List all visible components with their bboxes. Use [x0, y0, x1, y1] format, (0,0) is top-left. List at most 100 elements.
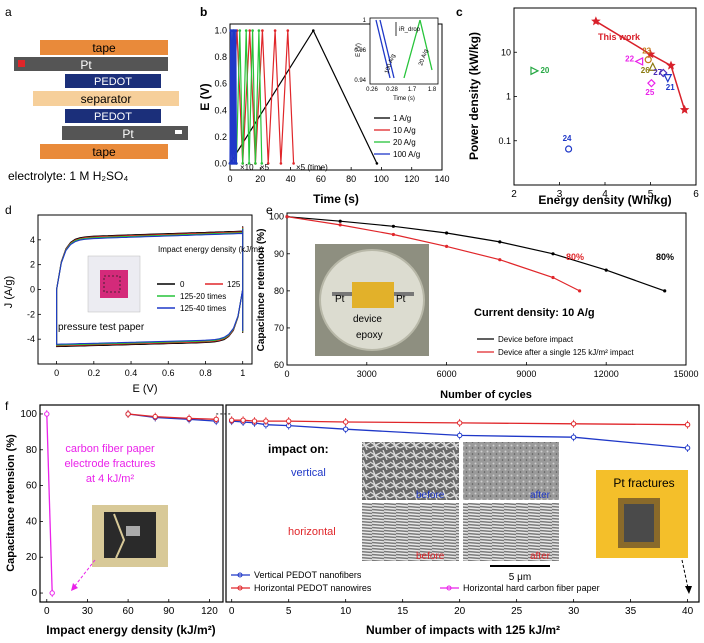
f-y-ticklabel-0: 0 — [31, 588, 37, 599]
f-left-point-2-0 — [44, 411, 50, 417]
f-right-point-1-4 — [286, 418, 292, 424]
panel-e-plot: 0 3000 6000 9000 12000 15000 60 70 80 90 100 — [269, 212, 699, 379]
f-y-ticklabel-4: 80 — [26, 445, 38, 456]
inset-xlabel: Time (s) — [393, 96, 415, 102]
pressure-paper-photo — [87, 255, 141, 313]
electrolyte-label: electrolyte: 1 M H₂SO₄ — [8, 169, 128, 183]
f-left-point-2-1 — [49, 590, 55, 596]
f-right-x-ticklabel-8: 40 — [682, 606, 694, 617]
e-x-ticklabel-1: 3000 — [357, 369, 377, 379]
b-x-ticklabel-0: 0 — [227, 174, 232, 184]
c-ref-label-22: 22 — [625, 54, 634, 63]
legend-b-3: 100 A/g — [393, 150, 420, 159]
inset-xtick-3: 1.8 — [428, 87, 437, 93]
paper-imprint-box — [103, 275, 121, 293]
inset-curve-100-down — [379, 19, 395, 79]
sem-after-2: after — [530, 551, 551, 562]
layer-separator-label: separator — [81, 92, 132, 106]
e-point-1-3 — [445, 244, 449, 248]
cfp-photo — [92, 505, 168, 567]
panel-b-legend: 1 A/g 10 A/g 20 A/g 100 A/g — [374, 114, 420, 159]
e-annot-80-red: 80% — [566, 252, 584, 262]
c-ref-marker-26 — [648, 61, 658, 71]
b-point-0-1 — [312, 29, 315, 32]
e-point-0-5 — [551, 252, 555, 256]
e-x-ticklabel-2: 6000 — [437, 369, 457, 379]
b-point-1-6 — [266, 162, 270, 165]
horizontal-label: horizontal — [288, 526, 336, 538]
this-work-label: This work — [598, 32, 641, 42]
f-left-line-1 — [128, 413, 217, 420]
e-legend: Device before impact Device after a sing… — [477, 335, 634, 357]
f-right-x-ticklabel-7: 35 — [625, 606, 637, 617]
e-point-1-0 — [285, 215, 289, 219]
legend-d-3: 125-40 times — [180, 304, 226, 313]
e-x-ticklabel-5: 15000 — [673, 369, 698, 379]
panel-b-ylabel: E (V) — [198, 83, 212, 110]
b-point-2-3 — [238, 29, 242, 32]
annot-x5: ×5 — [260, 163, 270, 172]
panel-f-label: f — [5, 399, 9, 413]
f-right-point-1-2 — [251, 418, 258, 424]
panel-b-inset: iR_drop 100 A/g 20 A/g 1 0.96 0.94 0.26 … — [354, 17, 439, 102]
cfp-note-line-0: carbon fiber paper — [65, 443, 155, 455]
layer-pt-top-label: Pt — [80, 58, 92, 72]
f-left-x-ticklabel-1: 30 — [82, 606, 94, 617]
sem-after-1: after — [530, 490, 551, 501]
panel-d: d 0 0.2 0.4 0.6 0.8 1 -4 -2 0 2 4 E (V) J (A/g) Im… — [3, 203, 264, 395]
layer-pedot-top — [65, 74, 161, 88]
panel-a: a tape Pt PEDOT separator PEDOT Pt tape … — [5, 5, 188, 183]
panel-d-label: d — [5, 203, 12, 217]
e-y-ticklabel-0: 60 — [274, 360, 284, 370]
panel-b-xlabel: Time (s) — [313, 192, 359, 206]
e-x-ticklabel-4: 12000 — [594, 369, 619, 379]
layer-tape-bottom-label: tape — [92, 145, 116, 159]
panel-e-label: e — [266, 203, 273, 217]
inset-curve-100-up — [375, 19, 391, 79]
panel-d-ylabel: J (A/g) — [3, 276, 15, 308]
panel-f-legend: Vertical PEDOT nanofibers Horizontal PED… — [231, 570, 600, 593]
f-y-ticklabel-1: 20 — [26, 552, 38, 563]
c-ref-label-27: 27 — [653, 68, 662, 77]
photo-pt-right: Pt — [396, 294, 406, 305]
b-y-ticklabel-0: 0.0 — [214, 158, 227, 168]
layer-pedot-top-label: PEDOT — [94, 76, 132, 88]
b-point-2-5 — [244, 29, 248, 32]
legend-d-title: Impact energy density (kJ/m²) — [158, 245, 264, 254]
sem-before-1: before — [416, 490, 445, 501]
device-stack: tape Pt PEDOT separator PEDOT Pt tape — [14, 40, 188, 159]
c-ref-label-20: 20 — [540, 66, 549, 75]
layer-pt-bottom-label: Pt — [122, 127, 134, 141]
b-point-1-9 — [286, 29, 290, 32]
f-left-point-1-2 — [186, 415, 192, 422]
layer-tape-bottom — [40, 144, 168, 159]
e-x-ticklabel-0: 0 — [284, 369, 289, 379]
sem-horizontal-before — [362, 503, 459, 561]
e-y-ticklabel-4: 100 — [269, 212, 284, 222]
c-x-ticklabel-4: 6 — [693, 189, 699, 200]
c-ref-marker-24 — [564, 145, 573, 153]
legend-e-0: Device before impact — [498, 335, 574, 344]
c-ref-marker-25 — [647, 78, 656, 88]
legend-d-0: 0 — [180, 280, 185, 289]
pt-fracture-photo — [596, 470, 688, 558]
pt-photo-metal — [624, 504, 654, 542]
b-y-ticklabel-3: 0.6 — [214, 79, 227, 89]
e-point-1-5 — [551, 275, 555, 280]
paper-pink-imprint — [100, 270, 128, 298]
c-ref-label-26: 26 — [641, 66, 650, 75]
pt-arrow-line — [681, 559, 689, 589]
legend-f-marker-2 — [446, 585, 452, 591]
f-y-ticklabel-2: 40 — [26, 516, 38, 527]
legend-f-1: Horizontal PEDOT nanowires — [254, 583, 372, 593]
panel-f-plot: 0 30 60 90 120 0 5 10 15 20 25 30 35 40 0 20 40 60 80 100 — [20, 409, 693, 617]
b-point-1-8 — [279, 162, 283, 165]
f-left-x-ticklabel-2: 60 — [123, 606, 135, 617]
e-point-0-3 — [445, 231, 449, 235]
layer-pedot-bottom-label: PEDOT — [94, 111, 132, 123]
legend-d-2: 125-20 times — [180, 292, 226, 301]
panel-f: f 0 30 60 90 120 0 5 10 15 20 25 30 35 40 0 20 40 60 80 100… — [5, 399, 700, 637]
layer-tape-top-label: tape — [92, 41, 116, 55]
photo-pt-left: Pt — [335, 294, 345, 305]
inset-curve-20-down — [419, 19, 433, 71]
